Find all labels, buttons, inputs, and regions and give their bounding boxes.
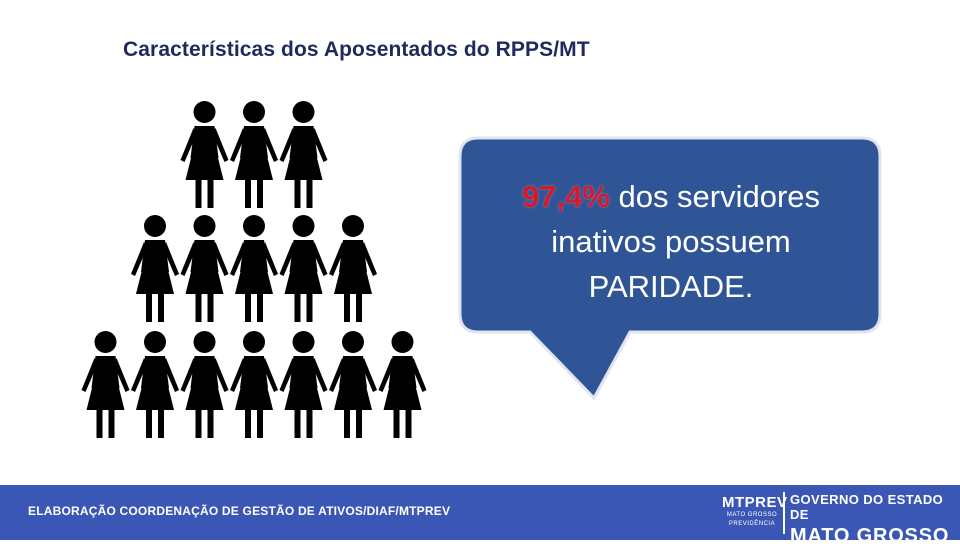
- slide-title: Características dos Aposentados do RPPS/…: [123, 38, 590, 61]
- mtprev-logo: MTPREV MATO GROSSO PREVIDÊNCIA: [722, 490, 788, 529]
- government-logo: GOVERNO DO ESTADO DE MATO GROSSO: [790, 492, 960, 547]
- government-logo-line2: MATO GROSSO: [790, 525, 950, 547]
- callout-line-2: inativos possuem: [551, 223, 791, 259]
- footer-credit: ELABORAÇÃO COORDENAÇÃO DE GESTÃO DE ATIV…: [28, 504, 451, 518]
- government-logo-line1: GOVERNO DO ESTADO DE: [790, 492, 944, 522]
- callout-text: 97,4% dos servidores inativos possuem PA…: [470, 175, 872, 310]
- paridade-percentage: 97,4%: [521, 179, 610, 214]
- logo-divider: [783, 492, 785, 534]
- callout-line-1: dos servidores: [609, 179, 821, 214]
- mtprev-logo-sub1: MATO GROSSO: [726, 512, 778, 518]
- mtprev-logo-sub2: PREVIDÊNCIA: [728, 521, 776, 527]
- mtprev-logo-text: MTPREV: [722, 494, 788, 511]
- callout-line-3: PARIDADE.: [588, 268, 754, 304]
- footer-bar: [0, 485, 960, 540]
